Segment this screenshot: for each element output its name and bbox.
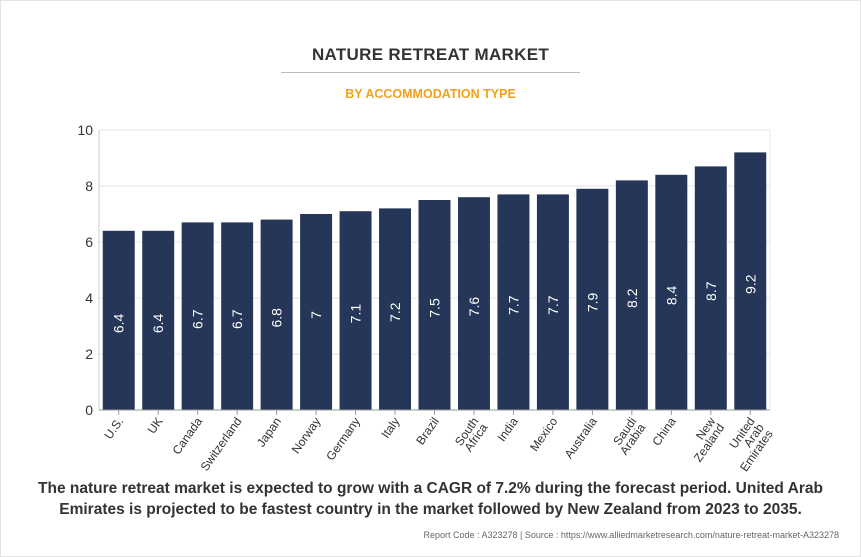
x-tick-label: Mexico (527, 414, 560, 453)
bar (418, 200, 451, 410)
y-tick-label: 8 (85, 178, 93, 194)
bar-value-label: 7 (308, 311, 324, 319)
x-tick-label: UnitedArabEmirates (719, 414, 776, 474)
x-tick-label: SouthAfrica (452, 414, 491, 454)
bar (260, 219, 293, 410)
x-tick-label: NewZealand (682, 414, 728, 464)
bar (181, 222, 214, 410)
bar (576, 188, 609, 410)
x-tick-label: U.S. (101, 415, 126, 442)
bar-value-label: 6.7 (190, 309, 206, 329)
bar (536, 194, 569, 410)
y-tick-label: 10 (77, 122, 93, 138)
x-tick-label: Canada (170, 414, 206, 457)
bar (655, 174, 688, 410)
bar-value-label: 9.2 (742, 274, 758, 294)
x-tick-label: Germany (323, 415, 363, 463)
x-tick-label: Australia (562, 414, 600, 461)
x-tick-label: India (494, 414, 521, 444)
bar-value-label: 6.7 (229, 309, 245, 329)
bar (142, 230, 175, 410)
x-tick-label: Brazil (413, 415, 442, 448)
x-tick-label: Norway (289, 415, 324, 456)
bar (102, 230, 135, 410)
bar-value-label: 7.7 (505, 295, 521, 315)
bar-value-label: 7.6 (466, 297, 482, 317)
x-tick-label: China (649, 414, 679, 448)
y-tick-label: 0 (85, 402, 93, 418)
bar-value-label: 7.7 (545, 295, 561, 315)
bar-value-label: 7.1 (348, 304, 364, 324)
bar-value-label: 6.4 (150, 313, 166, 333)
bar (379, 208, 412, 410)
bar-value-label: 7.5 (427, 298, 443, 318)
bar-value-label: 8.4 (663, 285, 679, 305)
y-tick-label: 2 (85, 346, 93, 362)
bar-value-label: 7.2 (387, 302, 403, 322)
title-divider (281, 72, 580, 73)
y-tick-label: 6 (85, 234, 93, 250)
x-tick-label: Italy (378, 415, 402, 441)
bar (457, 197, 490, 410)
x-tick-label: SaudiArabia (608, 414, 649, 457)
y-tick-label: 4 (85, 290, 93, 306)
bar (734, 152, 767, 410)
bar-value-label: 7.9 (584, 292, 600, 312)
x-tick-label: UK (145, 415, 166, 437)
source-note: Report Code : A323278 | Source : https:/… (423, 530, 839, 540)
bar (221, 222, 254, 410)
bar (497, 194, 530, 410)
chart-subtitle: BY ACCOMMODATION TYPE (345, 87, 516, 101)
bar (300, 214, 333, 410)
bar (615, 180, 648, 410)
bar-value-label: 6.4 (111, 313, 127, 333)
chart-title: NATURE RETREAT MARKET (311, 45, 550, 64)
x-tick-label: Japan (254, 415, 284, 450)
bar (339, 211, 372, 410)
bar (694, 166, 727, 410)
chart-caption: The nature retreat market is expected to… (38, 480, 823, 518)
bar-value-label: 6.8 (269, 308, 285, 328)
x-tick-label: Switzerland (198, 415, 245, 474)
bar-value-label: 8.2 (624, 288, 640, 308)
bar-value-label: 8.7 (703, 281, 719, 301)
